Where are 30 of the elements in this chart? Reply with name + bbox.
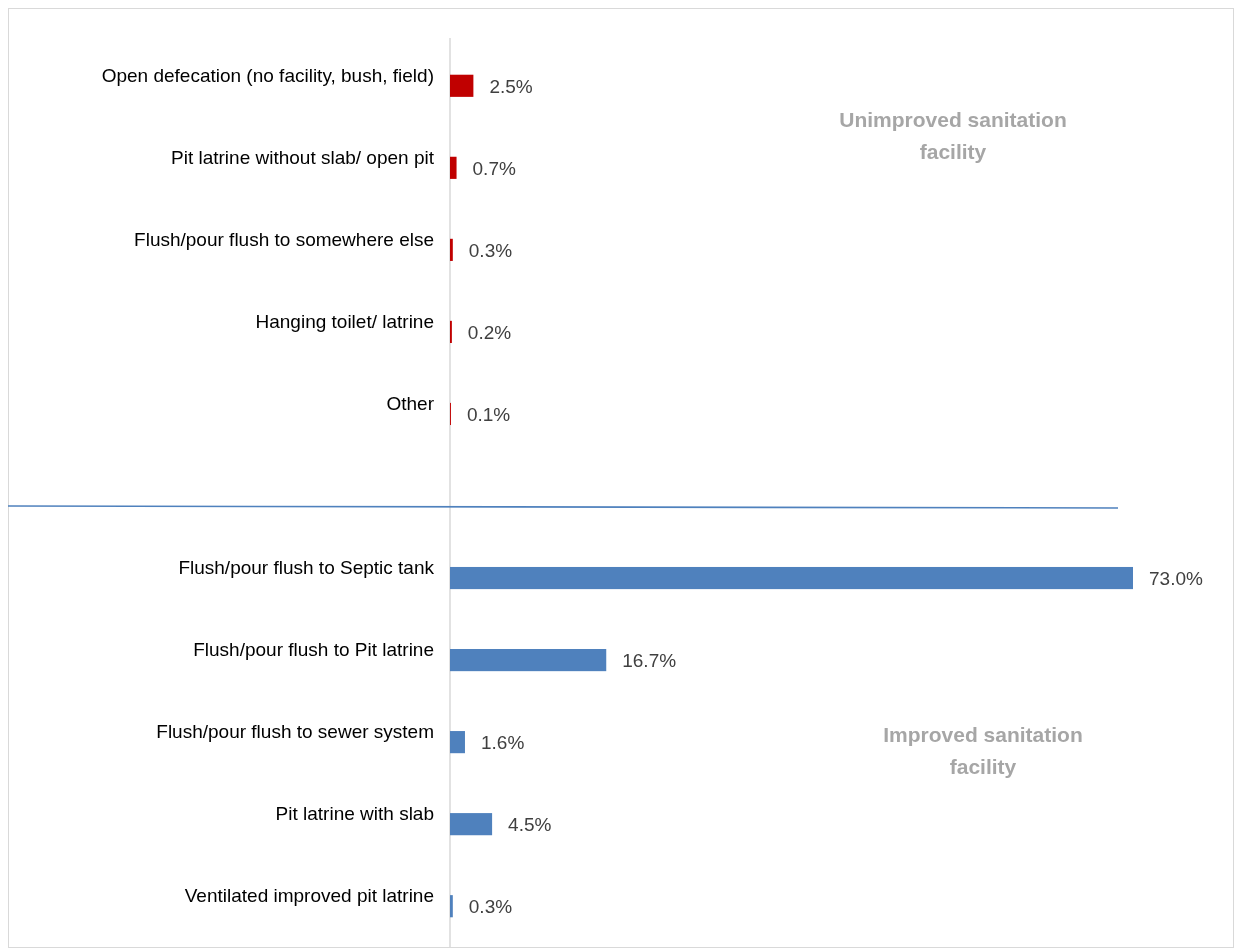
bar: [450, 566, 1133, 590]
data-label: 1.6%: [480, 732, 525, 754]
data-label: 4.5%: [508, 814, 552, 836]
data-label: 0.1%: [466, 403, 511, 425]
y-tick-label: Ventilated improved pit latrine: [184, 885, 434, 907]
y-tick-label: Pit latrine without slab/ open pit: [171, 146, 435, 168]
data-label: 2.5%: [489, 75, 533, 97]
y-tick-label: Pit latrine with slab: [275, 803, 434, 825]
annotation: Unimproved sanitation facility: [839, 107, 1067, 163]
bar: [450, 238, 453, 261]
bar: [450, 156, 457, 179]
y-tick-label: Flush/pour flush to Septic tank: [178, 557, 435, 579]
bar: [450, 74, 474, 97]
y-tick-label: Flush/pour flush to somewhere else: [134, 228, 434, 250]
data-label: 0.3%: [468, 896, 513, 918]
y-tick-label: Flush/pour flush to sewer system: [156, 721, 434, 743]
y-tick-label: Hanging toilet/ latrine: [255, 310, 434, 332]
data-label: 0.2%: [467, 321, 512, 343]
annotation: Improved sanitation facility: [883, 723, 1083, 779]
data-label: 0.7%: [472, 157, 516, 179]
data-label: 16.7%: [622, 650, 677, 672]
bar: [450, 731, 465, 754]
y-tick-label: Other: [386, 392, 435, 414]
data-label: 73.0%: [1149, 568, 1203, 590]
bar: [450, 649, 607, 672]
data-label: 0.3%: [468, 239, 513, 261]
y-tick-label: Open defecation (no facility, bush, field): [101, 64, 434, 86]
bar: [450, 813, 493, 836]
y-tick-label: Flush/pour flush to Pit latrine: [193, 639, 434, 661]
bar: [450, 895, 453, 918]
